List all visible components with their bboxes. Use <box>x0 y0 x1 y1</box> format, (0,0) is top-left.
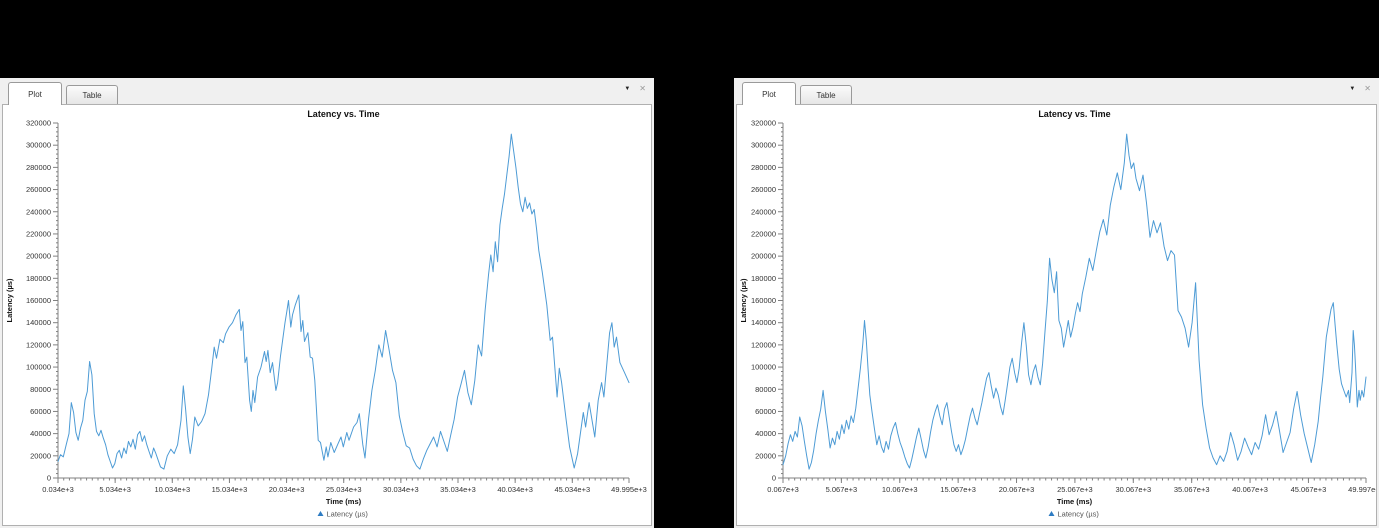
y-tick-label: 280000 <box>26 163 51 172</box>
y-tick-label: 300000 <box>26 141 51 150</box>
y-tick-label: 300000 <box>751 141 776 150</box>
x-tick-label: 49.995e+3 <box>611 485 647 494</box>
y-tick-label: 220000 <box>751 229 776 238</box>
chart-panel-right: Plot Table ▼ ✕ Latency vs. Time 0 20000 400… <box>734 78 1379 528</box>
legend: Latency (µs) <box>317 510 369 519</box>
y-tick-label: 160000 <box>751 296 776 305</box>
x-tick-label: 0.067e+3 <box>767 485 799 494</box>
tab-table[interactable]: Table <box>66 85 118 104</box>
panel-menu-icon[interactable]: ▼ <box>1349 86 1356 92</box>
y-tick-label: 60000 <box>755 407 776 416</box>
y-tick-label: 320000 <box>26 119 51 128</box>
x-tick-label: 40.034e+3 <box>497 485 533 494</box>
y-tick-label: 20000 <box>755 451 776 460</box>
y-tick-label: 60000 <box>30 407 51 416</box>
x-tick-label: 45.034e+3 <box>554 485 590 494</box>
y-tick-label: 200000 <box>751 252 776 261</box>
triangle-icon <box>317 511 324 516</box>
close-icon[interactable]: ✕ <box>1364 84 1371 93</box>
panel-controls: ▼ ✕ <box>1349 85 1371 93</box>
tab-strip: Plot Table <box>0 78 654 105</box>
x-tick-label: 49.997e+3 <box>1348 485 1376 494</box>
y-tick-label: 20000 <box>30 451 51 460</box>
y-tick-label: 0 <box>47 474 51 483</box>
x-tick-label: 15.067e+3 <box>940 485 976 494</box>
close-icon[interactable]: ✕ <box>639 84 646 93</box>
tab-plot[interactable]: Plot <box>742 82 796 105</box>
x-tick-label: 5.067e+3 <box>826 485 858 494</box>
plot-content: Latency vs. Time 0 20000 40000 60000 80000 100… <box>736 104 1377 526</box>
y-tick-label: 260000 <box>751 185 776 194</box>
y-tick-label: 40000 <box>755 429 776 438</box>
legend: Latency (µs) <box>1048 510 1100 519</box>
y-tick-label: 140000 <box>751 318 776 327</box>
x-tick-label: 20.034e+3 <box>269 485 305 494</box>
y-tick-label: 120000 <box>751 340 776 349</box>
x-tick-label: 40.067e+3 <box>1232 485 1268 494</box>
x-tick-label: 25.067e+3 <box>1057 485 1093 494</box>
tab-plot-label: Plot <box>28 89 42 99</box>
tab-table-label: Table <box>82 90 102 100</box>
latency-chart: Latency vs. Time 0 20000 40000 60000 80000 100… <box>739 109 1376 519</box>
y-tick-label: 140000 <box>26 318 51 327</box>
x-tick-label: 35.067e+3 <box>1174 485 1210 494</box>
latency-series-line <box>57 133 630 470</box>
y-axis-label: Latency (µs) <box>739 278 748 322</box>
x-tick-label: 0.034e+3 <box>42 485 74 494</box>
y-tick-label: 320000 <box>751 119 776 128</box>
panel-menu-icon[interactable]: ▼ <box>624 86 631 92</box>
y-tick-label: 180000 <box>26 274 51 283</box>
axes <box>778 122 1367 483</box>
y-tick-label: 180000 <box>751 274 776 283</box>
chart-title: Latency vs. Time <box>1038 109 1110 119</box>
x-tick-label: 5.034e+3 <box>99 485 131 494</box>
x-tick-label: 20.067e+3 <box>999 485 1035 494</box>
y-tick-label: 100000 <box>751 363 776 372</box>
y-tick-label: 100000 <box>26 363 51 372</box>
chart-title: Latency vs. Time <box>307 109 379 119</box>
x-axis-label: Time (ms) <box>326 497 362 506</box>
tab-table-label: Table <box>816 90 836 100</box>
y-tick-label: 260000 <box>26 185 51 194</box>
y-tick-label: 120000 <box>26 340 51 349</box>
x-tick-label: 45.067e+3 <box>1291 485 1327 494</box>
tab-strip: Plot Table <box>734 78 1379 105</box>
x-tick-label: 35.034e+3 <box>440 485 476 494</box>
y-tick-label: 240000 <box>26 207 51 216</box>
y-tick-label: 80000 <box>755 385 776 394</box>
y-tick-label: 40000 <box>30 429 51 438</box>
x-tick-label: 10.067e+3 <box>882 485 918 494</box>
x-tick-label: 15.034e+3 <box>212 485 248 494</box>
x-tick-label: 25.034e+3 <box>326 485 362 494</box>
tab-plot-label: Plot <box>762 89 776 99</box>
panel-controls: ▼ ✕ <box>624 85 646 93</box>
tab-table[interactable]: Table <box>800 85 852 104</box>
x-tick-label: 30.034e+3 <box>383 485 419 494</box>
y-tick-label: 200000 <box>26 252 51 261</box>
latency-chart: Latency vs. Time 0 20000 40000 60000 80000 100… <box>5 109 647 519</box>
x-tick-label: 30.067e+3 <box>1115 485 1151 494</box>
y-tick-label: 280000 <box>751 163 776 172</box>
y-tick-label: 80000 <box>30 385 51 394</box>
tab-plot[interactable]: Plot <box>8 82 62 105</box>
legend-label: Latency (µs) <box>327 510 369 519</box>
plot-content: Latency vs. Time 0 20000 40000 60000 80000 100… <box>2 104 652 526</box>
y-axis-label: Latency (µs) <box>5 278 14 322</box>
y-tick-label: 240000 <box>751 207 776 216</box>
y-tick-label: 220000 <box>26 229 51 238</box>
chart-panel-left: Plot Table ▼ ✕ Latency vs. Time 0 20000 400… <box>0 78 654 528</box>
legend-label: Latency (µs) <box>1058 510 1100 519</box>
y-tick-label: 160000 <box>26 296 51 305</box>
x-axis-label: Time (ms) <box>1057 497 1093 506</box>
y-tick-label: 0 <box>772 474 776 483</box>
latency-series-line <box>782 133 1367 470</box>
axes <box>53 122 630 483</box>
x-tick-label: 10.034e+3 <box>154 485 190 494</box>
triangle-icon <box>1048 511 1055 516</box>
